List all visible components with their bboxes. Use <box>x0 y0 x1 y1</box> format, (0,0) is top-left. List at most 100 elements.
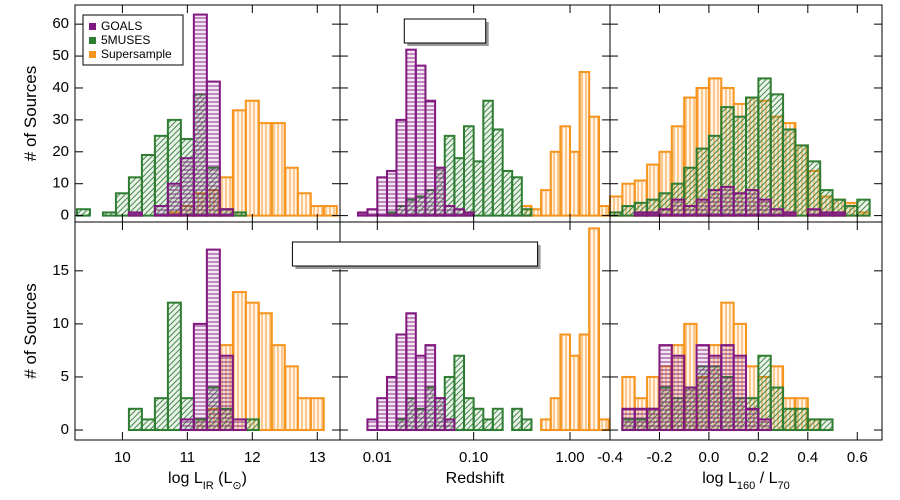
histogram-bar <box>140 418 156 432</box>
x-axis-label-part: (L <box>214 470 233 487</box>
histogram-bar <box>745 407 760 432</box>
histogram-bar <box>530 208 543 217</box>
histogram-bar <box>670 354 686 432</box>
x-tick-label: 12 <box>244 449 261 466</box>
histogram-bar <box>244 301 260 432</box>
histogram-bar <box>569 150 581 217</box>
histogram-bar <box>757 77 772 217</box>
histogram-bar <box>491 407 504 432</box>
histogram-bar <box>745 189 760 217</box>
histogram-bar <box>127 407 143 432</box>
panel-frame <box>609 221 883 441</box>
histogram-bar <box>366 208 379 217</box>
x-tick-label: 0.6 <box>847 449 868 466</box>
x-tick-label: -0.4 <box>597 449 623 466</box>
annotation-box <box>291 241 539 267</box>
histogram-bar <box>720 185 735 217</box>
y-tick-label: 20 <box>52 143 69 160</box>
histogram-bar <box>569 354 581 432</box>
histogram-bar <box>646 211 661 217</box>
histogram-bar <box>166 182 182 217</box>
y-tick-label: 10 <box>52 175 69 192</box>
histogram-bar <box>424 99 437 217</box>
histogram-bar <box>482 418 494 432</box>
histogram-bar <box>385 375 398 432</box>
histogram-bar <box>140 153 156 217</box>
histogram-bar <box>520 418 533 432</box>
histogram-bar <box>405 312 417 432</box>
histogram-bar <box>270 344 286 432</box>
x-tick-label: 11 <box>180 449 196 466</box>
y-axis-label: # of Sources <box>21 66 40 161</box>
histogram-bar <box>443 418 456 432</box>
x-tick-label: 0.0 <box>698 449 719 466</box>
histogram-bar <box>153 205 169 217</box>
y-tick-label: 60 <box>52 15 69 32</box>
histogram-bar <box>588 115 601 217</box>
histogram-bar <box>192 322 208 432</box>
histogram-bar <box>153 397 169 432</box>
histogram-bar <box>356 211 369 217</box>
histogram-bar <box>283 365 299 432</box>
histogram-bar <box>205 80 221 217</box>
histogram-bar <box>540 418 552 432</box>
y-tick-label: 0 <box>61 207 69 224</box>
histogram-bar <box>491 128 504 217</box>
y-tick-label: 30 <box>52 111 69 128</box>
x-tick-label: -0.2 <box>647 449 673 466</box>
histogram-bar <box>463 397 475 432</box>
histogram-bar <box>843 205 859 217</box>
histogram-bar <box>101 211 117 217</box>
x-axis-label-part: IR <box>203 480 214 492</box>
histogram-bar <box>414 64 427 217</box>
histogram-bar <box>463 211 475 217</box>
legend-swatch <box>89 51 96 58</box>
histogram-bar <box>453 208 466 217</box>
y-tick-label: 5 <box>61 368 69 385</box>
histogram-bar <box>443 205 456 217</box>
histogram-bar <box>75 208 91 217</box>
histogram-bar <box>231 109 247 217</box>
histogram-bar <box>695 344 710 432</box>
legend-label: Supersample <box>101 47 172 61</box>
histogram-bar <box>683 205 698 217</box>
histogram-bar <box>720 344 735 432</box>
histogram-bar <box>598 418 610 432</box>
histogram-bar <box>559 125 572 217</box>
x-tick-label: 13 <box>309 449 326 466</box>
histogram-bar <box>578 333 591 432</box>
histogram-bar <box>520 208 533 217</box>
histogram-bar <box>633 407 649 432</box>
histogram-bar <box>472 160 485 217</box>
histogram-bar <box>794 407 809 432</box>
x-axis-label-part: ⊙ <box>232 480 241 492</box>
histogram-bar <box>385 169 398 217</box>
histogram-bar <box>707 354 723 432</box>
histogram-bar <box>707 189 723 217</box>
histogram-bar <box>434 166 446 217</box>
histogram-bar <box>782 407 797 432</box>
y-tick-label: 50 <box>52 47 69 64</box>
legend-label: 5MUSES <box>101 33 150 47</box>
histogram-bar <box>819 418 834 432</box>
histogram-bar <box>218 354 234 432</box>
x-axis-label: Redshift <box>446 470 505 487</box>
histogram-bar <box>806 208 822 217</box>
histogram-bar <box>732 192 747 217</box>
histogram-bar <box>231 211 247 217</box>
histogram-bar <box>757 198 772 217</box>
histogram-bar <box>646 407 661 432</box>
histogram-bar <box>598 205 610 217</box>
histogram-bar <box>501 169 514 217</box>
histogram-bar <box>257 122 273 217</box>
histogram-bar <box>621 205 636 217</box>
histogram-bar <box>434 397 446 432</box>
histogram-bar <box>559 333 572 432</box>
histogram-bar <box>549 150 562 217</box>
legend-label: GOALS <box>101 19 142 33</box>
histogram-bar <box>806 418 822 432</box>
x-tick-label: 1.00 <box>555 449 584 466</box>
histogram-bar <box>819 211 834 217</box>
y-tick-label: 40 <box>52 79 69 96</box>
histogram-bar <box>670 198 686 217</box>
